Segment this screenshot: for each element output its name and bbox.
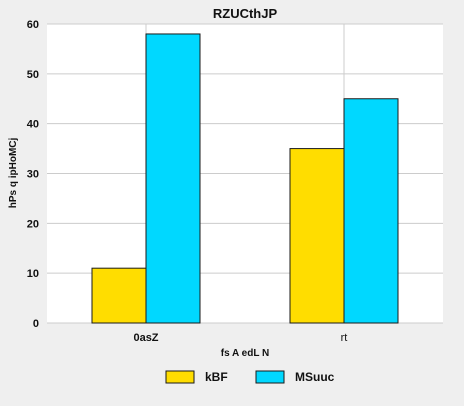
chart-title: RZUCthJP	[213, 6, 278, 21]
y-tick-label: 10	[27, 268, 39, 280]
y-tick-label: 60	[27, 19, 39, 31]
legend: kBF MSuuc	[165, 370, 335, 384]
x-tick-label: rt	[341, 332, 348, 344]
y-axis-label: hPs q ipHoMCj	[8, 138, 19, 209]
x-tick-label: 0asZ	[133, 332, 158, 344]
bar-MSuuc-rt	[343, 98, 399, 324]
y-tick-label: 20	[27, 218, 39, 230]
legend-swatch	[255, 370, 285, 384]
y-tick-label: 50	[27, 69, 39, 81]
x-ticks: 0asZ rt	[133, 332, 347, 344]
y-tick-label: 30	[27, 169, 39, 181]
bar-kBF-rt	[289, 148, 345, 324]
y-ticks: 0 10 20 30 40 50 60	[27, 19, 39, 330]
legend-swatch	[165, 370, 195, 384]
bars	[91, 33, 399, 324]
legend-label: kBF	[205, 370, 228, 384]
y-tick-label: 0	[33, 318, 39, 330]
x-axis-label: fs A edL N	[221, 348, 270, 359]
bar-MSuuc-0asZ	[145, 33, 201, 324]
y-tick-label: 40	[27, 119, 39, 131]
legend-label: MSuuc	[295, 370, 335, 384]
bar-kBF-0asZ	[91, 267, 147, 324]
